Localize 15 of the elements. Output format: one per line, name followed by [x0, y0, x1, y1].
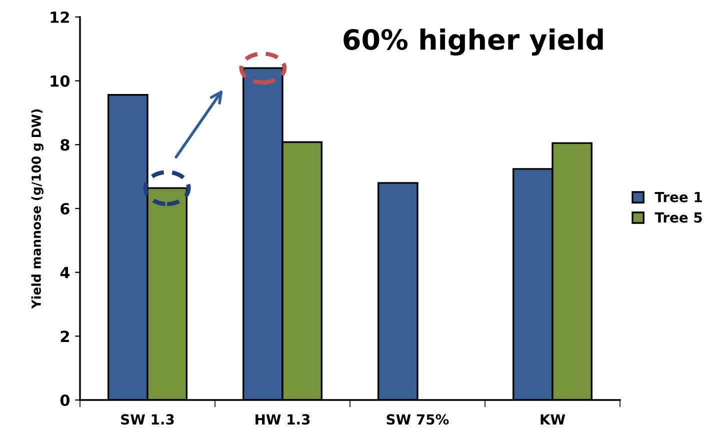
y-tick-label: 0	[60, 394, 70, 406]
x-tick-label: SW 75%	[386, 414, 449, 425]
y-tick-label: 4	[60, 267, 70, 278]
y-axis-title: Yield mannose (g/100 g DW)	[31, 109, 44, 309]
x-tick-label: KW	[540, 414, 566, 424]
annotation: 60% higher yield	[344, 28, 603, 56]
legend-label: Tree 1	[654, 192, 702, 202]
y-tick-label: 8	[60, 139, 70, 151]
x-tick-label: SW 1.3	[121, 414, 174, 425]
y-tick-label: 2	[60, 330, 69, 342]
y-tick-label: 12	[50, 11, 69, 23]
y-tick-label: 10	[50, 75, 70, 87]
y-tick-label: 6	[60, 202, 70, 215]
x-tick-label: HW 1.3	[256, 414, 310, 425]
legend-label: Tree 5	[654, 212, 702, 223]
